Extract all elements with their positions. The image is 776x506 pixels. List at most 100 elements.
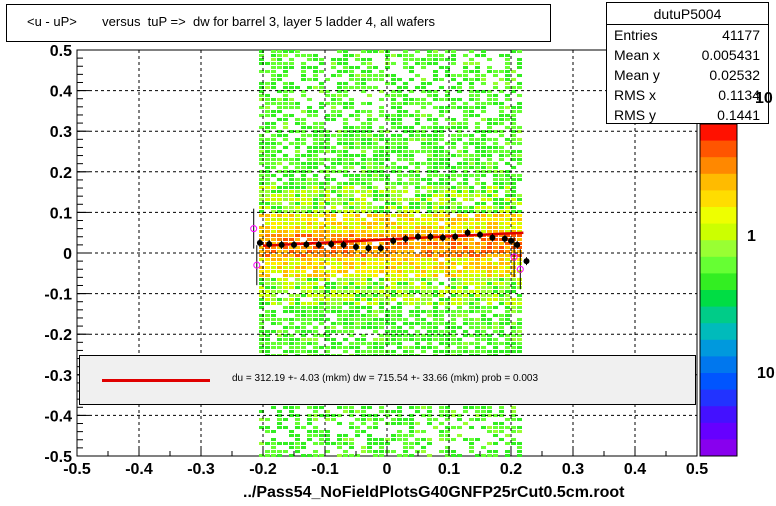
heatmap-cell	[475, 130, 480, 133]
heatmap-cell	[463, 258, 468, 261]
heatmap-cell	[469, 262, 474, 265]
heatmap-cell	[307, 418, 312, 421]
heatmap-cell	[427, 334, 432, 337]
heatmap-cell	[517, 262, 522, 265]
heatmap-cell	[301, 118, 306, 121]
heatmap-cell	[379, 138, 384, 141]
heatmap-cell	[289, 430, 294, 433]
heatmap-cell	[517, 446, 522, 449]
heatmap-cell	[487, 254, 492, 257]
heatmap-cell	[415, 186, 420, 189]
heatmap-cell	[457, 82, 462, 85]
heatmap-cell	[361, 174, 366, 177]
heatmap-cell	[511, 186, 516, 189]
heatmap-cell	[397, 138, 402, 141]
heatmap-cell	[301, 310, 306, 313]
heatmap-cell	[343, 310, 348, 313]
heatmap-cell	[343, 54, 348, 57]
heatmap-cell	[409, 446, 414, 449]
heatmap-cell	[457, 306, 462, 309]
heatmap-cell	[355, 230, 360, 233]
heatmap-cell	[277, 134, 282, 137]
heatmap-cell	[391, 326, 396, 329]
heatmap-cell	[271, 234, 276, 237]
heatmap-cell	[325, 294, 330, 297]
heatmap-cell	[511, 418, 516, 421]
heatmap-cell	[409, 418, 414, 421]
heatmap-cell	[415, 166, 420, 169]
heatmap-cell	[409, 158, 414, 161]
heatmap-cell	[349, 198, 354, 201]
heatmap-cell	[343, 278, 348, 281]
heatmap-cell	[349, 206, 354, 209]
heatmap-cell	[487, 242, 492, 245]
heatmap-cell	[361, 122, 366, 125]
heatmap-cell	[481, 346, 486, 349]
heatmap-cell	[259, 174, 264, 177]
heatmap-cell	[313, 142, 318, 145]
heatmap-cell	[313, 194, 318, 197]
heatmap-cell	[415, 330, 420, 333]
heatmap-cell	[499, 302, 504, 305]
heatmap-cell	[319, 346, 324, 349]
heatmap-cell	[325, 138, 330, 141]
heatmap-cell	[439, 254, 444, 257]
heatmap-cell	[379, 270, 384, 273]
heatmap-cell	[307, 330, 312, 333]
heatmap-cell	[259, 134, 264, 137]
heatmap-cell	[343, 230, 348, 233]
heatmap-cell	[325, 178, 330, 181]
heatmap-cell	[349, 154, 354, 157]
heatmap-cell	[283, 126, 288, 129]
heatmap-cell	[343, 226, 348, 229]
heatmap-cell	[493, 278, 498, 281]
heatmap-cell	[355, 226, 360, 229]
heatmap-cell	[457, 210, 462, 213]
colorbar-segment	[700, 207, 737, 225]
heatmap-cell	[361, 134, 366, 137]
y-tick-label: 0.2	[50, 165, 72, 182]
heatmap-cell	[367, 182, 372, 185]
heatmap-cell	[343, 350, 348, 353]
colorbar-segment	[700, 256, 737, 274]
heatmap-cell	[499, 274, 504, 277]
y-tick-label: 0.4	[50, 84, 72, 101]
heatmap-cell	[361, 162, 366, 165]
heatmap-cell	[451, 290, 456, 293]
heatmap-cell	[295, 318, 300, 321]
heatmap-cell	[487, 146, 492, 149]
heatmap-cell	[271, 150, 276, 153]
heatmap-cell	[475, 338, 480, 341]
heatmap-cell	[517, 250, 522, 253]
heatmap-cell	[283, 186, 288, 189]
heatmap-cell	[313, 230, 318, 233]
heatmap-cell	[451, 266, 456, 269]
heatmap-cell	[259, 126, 264, 129]
heatmap-cell	[349, 346, 354, 349]
heatmap-cell	[397, 342, 402, 345]
heatmap-cell	[499, 258, 504, 261]
heatmap-cell	[283, 406, 288, 409]
heatmap-cell	[421, 234, 426, 237]
heatmap-cell	[409, 218, 414, 221]
heatmap-cell	[349, 246, 354, 249]
heatmap-cell	[349, 442, 354, 445]
heatmap-cell	[271, 166, 276, 169]
heatmap-cell	[403, 454, 408, 457]
heatmap-cell	[265, 102, 270, 105]
heatmap-cell	[271, 442, 276, 445]
heatmap-cell	[259, 302, 264, 305]
heatmap-cell	[439, 342, 444, 345]
heatmap-cell	[397, 158, 402, 161]
stats-label: Entries	[614, 27, 658, 43]
heatmap-cell	[379, 342, 384, 345]
heatmap-cell	[475, 242, 480, 245]
heatmap-cell	[313, 74, 318, 77]
heatmap-cell	[277, 422, 282, 425]
heatmap-cell	[295, 130, 300, 133]
heatmap-cell	[325, 298, 330, 301]
heatmap-cell	[367, 322, 372, 325]
heatmap-cell	[385, 342, 390, 345]
heatmap-cell	[271, 298, 276, 301]
heatmap-cell	[277, 150, 282, 153]
